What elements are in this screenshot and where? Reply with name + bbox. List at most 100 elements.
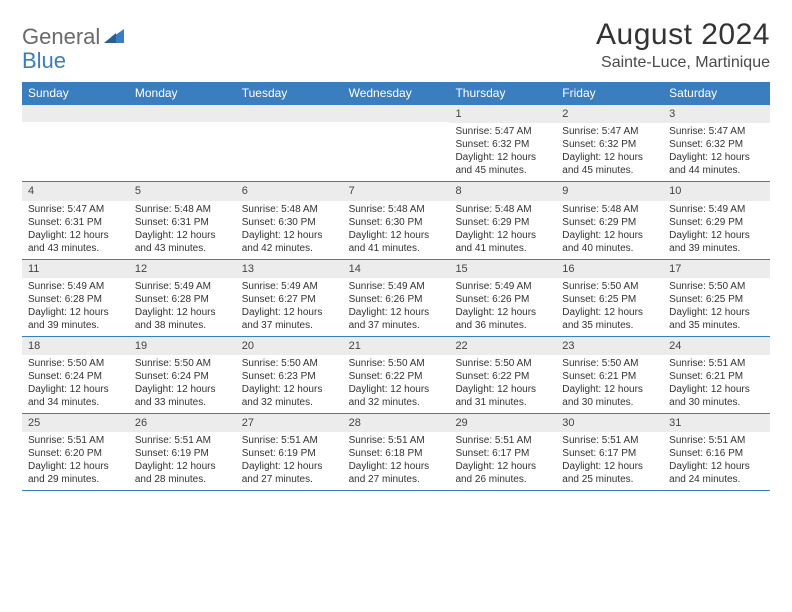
- day-number: 19: [129, 337, 236, 355]
- day-number: 9: [556, 182, 663, 200]
- day-body: Sunrise: 5:51 AMSunset: 6:17 PMDaylight:…: [449, 434, 556, 486]
- week-row: 25Sunrise: 5:51 AMSunset: 6:20 PMDayligh…: [22, 413, 770, 491]
- day-of-week-header-row: Sunday Monday Tuesday Wednesday Thursday…: [22, 82, 770, 104]
- day-cell: 19 Sunrise: 5:50 AMSunset: 6:24 PMDayligh…: [129, 337, 236, 413]
- sunset-text: Sunset: 6:32 PM: [669, 138, 764, 151]
- day-body: Sunrise: 5:51 AMSunset: 6:19 PMDaylight:…: [129, 434, 236, 486]
- day-cell: 7Sunrise: 5:48 AMSunset: 6:30 PMDaylight…: [343, 182, 450, 258]
- dow-thursday: Thursday: [449, 82, 556, 104]
- sunset-text: Sunset: 6:29 PM: [455, 216, 550, 229]
- week-row: 1Sunrise: 5:47 AMSunset: 6:32 PMDaylight…: [22, 104, 770, 181]
- day-body: Sunrise: 5:51 AMSunset: 6:17 PMDaylight:…: [556, 434, 663, 486]
- daylight-text: Daylight: 12 hours and 39 minutes.: [28, 306, 123, 332]
- day-number: 29: [449, 414, 556, 432]
- day-cell: 22Sunrise: 5:50 AMSunset: 6:22 PMDayligh…: [449, 337, 556, 413]
- day-cell: 29 Sunrise: 5:51 AMSunset: 6:17 PMDayligh…: [449, 414, 556, 490]
- sunrise-text: Sunrise: 5:49 AM: [455, 280, 550, 293]
- day-cell: 21Sunrise: 5:50 AMSunset: 6:22 PMDayligh…: [343, 337, 450, 413]
- sunrise-text: Sunrise: 5:47 AM: [562, 125, 657, 138]
- sunset-text: Sunset: 6:19 PM: [135, 447, 230, 460]
- sunrise-text: Sunrise: 5:48 AM: [455, 203, 550, 216]
- daylight-text: Daylight: 12 hours and 26 minutes.: [455, 460, 550, 486]
- day-body: Sunrise: 5:48 AMSunset: 6:29 PMDaylight:…: [449, 203, 556, 255]
- sunset-text: Sunset: 6:24 PM: [28, 370, 123, 383]
- sunrise-text: Sunrise: 5:51 AM: [669, 434, 764, 447]
- sunset-text: Sunset: 6:19 PM: [242, 447, 337, 460]
- daylight-text: Daylight: 12 hours and 43 minutes.: [135, 229, 230, 255]
- daylight-text: Daylight: 12 hours and 34 minutes.: [28, 383, 123, 409]
- day-cell: 26Sunrise: 5:51 AMSunset: 6:19 PMDayligh…: [129, 414, 236, 490]
- day-body: Sunrise: 5:49 AMSunset: 6:27 PMDaylight:…: [236, 280, 343, 332]
- day-number: 6: [236, 182, 343, 200]
- day-cell: 11Sunrise: 5:49 AMSunset: 6:28 PMDayligh…: [22, 260, 129, 336]
- daylight-text: Daylight: 12 hours and 45 minutes.: [562, 151, 657, 177]
- sunset-text: Sunset: 6:30 PM: [349, 216, 444, 229]
- day-number: 24: [663, 337, 770, 355]
- day-number: 27: [236, 414, 343, 432]
- sunrise-text: Sunrise: 5:47 AM: [669, 125, 764, 138]
- daylight-text: Daylight: 12 hours and 35 minutes.: [669, 306, 764, 332]
- day-body: Sunrise: 5:48 AMSunset: 6:30 PMDaylight:…: [343, 203, 450, 255]
- day-cell: 6Sunrise: 5:48 AMSunset: 6:30 PMDaylight…: [236, 182, 343, 258]
- day-body: Sunrise: 5:50 AMSunset: 6:24 PMDaylight:…: [129, 357, 236, 409]
- day-cell: 9 Sunrise: 5:48 AMSunset: 6:29 PMDaylight…: [556, 182, 663, 258]
- day-body: Sunrise: 5:50 AMSunset: 6:25 PMDaylight:…: [556, 280, 663, 332]
- sunrise-text: Sunrise: 5:49 AM: [28, 280, 123, 293]
- dow-monday: Monday: [129, 82, 236, 104]
- day-cell: 20Sunrise: 5:50 AMSunset: 6:23 PMDayligh…: [236, 337, 343, 413]
- title-block: August 2024 Sainte-Luce, Martinique: [596, 18, 770, 72]
- sunset-text: Sunset: 6:29 PM: [562, 216, 657, 229]
- day-body: Sunrise: 5:48 AMSunset: 6:29 PMDaylight:…: [556, 203, 663, 255]
- calendar-grid: Sunday Monday Tuesday Wednesday Thursday…: [22, 82, 770, 491]
- sunrise-text: Sunrise: 5:49 AM: [669, 203, 764, 216]
- day-cell: 5Sunrise: 5:48 AMSunset: 6:31 PMDaylight…: [129, 182, 236, 258]
- sunrise-text: Sunrise: 5:50 AM: [28, 357, 123, 370]
- sunset-text: Sunset: 6:28 PM: [135, 293, 230, 306]
- daylight-text: Daylight: 12 hours and 32 minutes.: [242, 383, 337, 409]
- sunrise-text: Sunrise: 5:48 AM: [242, 203, 337, 216]
- daylight-text: Daylight: 12 hours and 32 minutes.: [349, 383, 444, 409]
- daylight-text: Daylight: 12 hours and 31 minutes.: [455, 383, 550, 409]
- day-body: Sunrise: 5:51 AMSunset: 6:21 PMDaylight:…: [663, 357, 770, 409]
- sunrise-text: Sunrise: 5:51 AM: [28, 434, 123, 447]
- day-cell: 25Sunrise: 5:51 AMSunset: 6:20 PMDayligh…: [22, 414, 129, 490]
- day-number: [236, 105, 343, 122]
- daylight-text: Daylight: 12 hours and 25 minutes.: [562, 460, 657, 486]
- day-cell: 17 Sunrise: 5:50 AMSunset: 6:25 PMDayligh…: [663, 260, 770, 336]
- sunrise-text: Sunrise: 5:50 AM: [455, 357, 550, 370]
- day-cell: 23Sunrise: 5:50 AMSunset: 6:21 PMDayligh…: [556, 337, 663, 413]
- sunrise-text: Sunrise: 5:50 AM: [135, 357, 230, 370]
- daylight-text: Daylight: 12 hours and 27 minutes.: [349, 460, 444, 486]
- sunset-text: Sunset: 6:28 PM: [28, 293, 123, 306]
- brand-logo: General: [22, 24, 126, 50]
- daylight-text: Daylight: 12 hours and 44 minutes.: [669, 151, 764, 177]
- sunset-text: Sunset: 6:26 PM: [455, 293, 550, 306]
- day-number: 17: [663, 260, 770, 278]
- day-body: Sunrise: 5:49 AMSunset: 6:29 PMDaylight:…: [663, 203, 770, 255]
- day-body: Sunrise: 5:49 AMSunset: 6:26 PMDaylight:…: [449, 280, 556, 332]
- daylight-text: Daylight: 12 hours and 28 minutes.: [135, 460, 230, 486]
- day-body: Sunrise: 5:51 AMSunset: 6:18 PMDaylight:…: [343, 434, 450, 486]
- day-body: Sunrise: 5:49 AMSunset: 6:26 PMDaylight:…: [343, 280, 450, 332]
- day-body: Sunrise: 5:50 AMSunset: 6:25 PMDaylight:…: [663, 280, 770, 332]
- day-number: 30: [556, 414, 663, 432]
- sunset-text: Sunset: 6:20 PM: [28, 447, 123, 460]
- day-number: 13: [236, 260, 343, 278]
- sunset-text: Sunset: 6:26 PM: [349, 293, 444, 306]
- sunset-text: Sunset: 6:27 PM: [242, 293, 337, 306]
- day-number: 2: [556, 105, 663, 123]
- daylight-text: Daylight: 12 hours and 27 minutes.: [242, 460, 337, 486]
- sunrise-text: Sunrise: 5:48 AM: [349, 203, 444, 216]
- daylight-text: Daylight: 12 hours and 40 minutes.: [562, 229, 657, 255]
- daylight-text: Daylight: 12 hours and 45 minutes.: [455, 151, 550, 177]
- day-cell: [129, 105, 236, 181]
- day-number: 21: [343, 337, 450, 355]
- day-cell: 14Sunrise: 5:49 AMSunset: 6:26 PMDayligh…: [343, 260, 450, 336]
- day-number: 16: [556, 260, 663, 278]
- week-row: 18Sunrise: 5:50 AMSunset: 6:24 PMDayligh…: [22, 336, 770, 413]
- daylight-text: Daylight: 12 hours and 41 minutes.: [349, 229, 444, 255]
- daylight-text: Daylight: 12 hours and 39 minutes.: [669, 229, 764, 255]
- day-number: 18: [22, 337, 129, 355]
- day-number: 31: [663, 414, 770, 432]
- day-cell: 18 Sunrise: 5:50 AMSunset: 6:24 PMDayligh…: [22, 337, 129, 413]
